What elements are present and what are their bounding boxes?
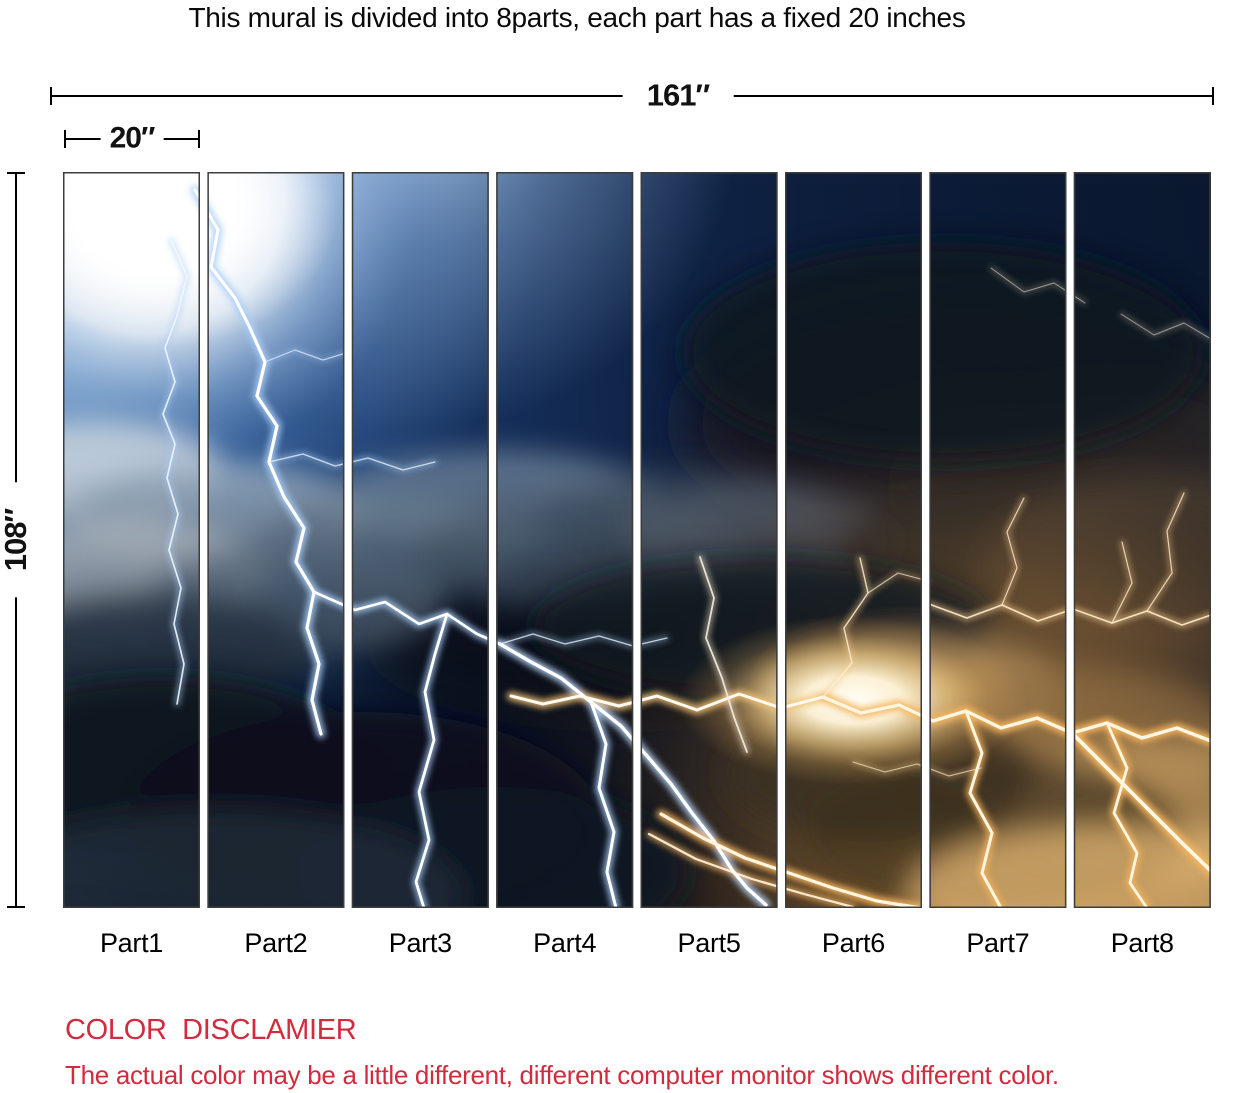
dimension-tick-bottom <box>7 906 25 908</box>
part-label-5: Part5 <box>677 928 741 958</box>
part-label-8: Part8 <box>1110 928 1174 958</box>
dimension-total-width-label: 161″ <box>622 77 734 114</box>
dimension-tick-right <box>1212 87 1214 105</box>
disclaimer-heading: COLOR DISCLAMIER <box>65 1014 357 1046</box>
dimension-height: 108″ <box>0 172 34 908</box>
part-label-7: Part7 <box>966 928 1030 958</box>
part-label-6: Part6 <box>821 928 885 958</box>
dimension-tick-top <box>7 172 25 174</box>
dimension-height-label: 108″ <box>0 482 34 598</box>
panel-borders <box>63 172 1211 908</box>
dimension-tick-left <box>64 130 66 148</box>
dimension-part-width-label: 20″ <box>100 121 164 156</box>
dimension-tick-left <box>50 87 52 105</box>
dimension-part-width: 20″ <box>64 121 200 156</box>
color-disclaimer: COLOR DISCLAMIER The actual color may be… <box>65 1012 1059 1091</box>
part-label-3: Part3 <box>388 928 452 958</box>
part-label-1: Part1 <box>99 928 164 958</box>
part-labels-row: Part1 Part2 Part3 Part4 Part5 Part6 Part… <box>63 928 1211 959</box>
part-label-2: Part2 <box>244 928 308 958</box>
dimension-tick-right <box>198 130 200 148</box>
panel-gaps <box>200 172 1074 908</box>
lightning-storm-photo <box>63 172 1211 908</box>
part-label-4: Part4 <box>533 928 597 958</box>
page-title: This mural is divided into 8parts, each … <box>188 2 966 33</box>
disclaimer-body: The actual color may be a little differe… <box>65 1060 1059 1090</box>
mural-image <box>63 172 1211 908</box>
dimension-total-width: 161″ <box>50 77 1214 114</box>
